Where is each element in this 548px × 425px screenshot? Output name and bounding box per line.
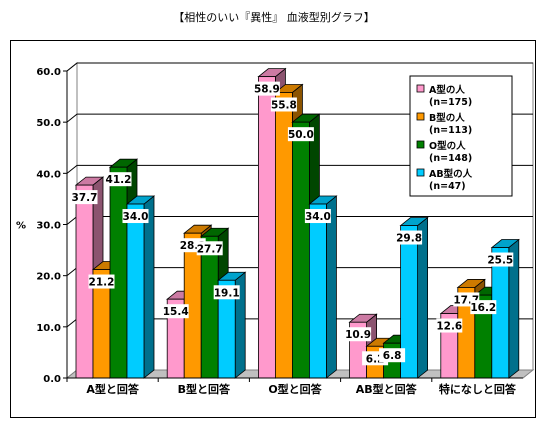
svg-text:34.0: 34.0 (123, 211, 149, 223)
legend-entry[interactable]: O型の人(n=148) (416, 140, 472, 164)
data-label: 25.5 (487, 252, 514, 267)
gridline (66, 113, 533, 123)
y-tick-label: 40.0 (36, 169, 61, 180)
svg-text:25.5: 25.5 (487, 255, 513, 267)
data-label: 19.1 (213, 285, 240, 300)
axes: 0.0 10.0 20.0 30.0 40.0 50.0 60.0% A型と回答 B型と回答 O型… (16, 67, 523, 396)
data-label: 16.2 (470, 300, 497, 315)
legend-series-name: A型の人 (429, 84, 465, 96)
x-tick-label: 特になしと回答 (439, 382, 517, 396)
data-label: 34.0 (304, 209, 331, 224)
y-tick-label: 20.0 (36, 272, 61, 283)
legend-entry[interactable]: AB型の人(n=47) (416, 168, 473, 192)
chart-frame: 0.0 10.0 20.0 30.0 40.0 50.0 60.0% A型と回答 B型と回答 O型… (10, 40, 536, 418)
bar-chart: 0.0 10.0 20.0 30.0 40.0 50.0 60.0% A型と回答 B型と回答 O型… (16, 61, 535, 396)
y-tick-label: 60.0 (36, 67, 61, 78)
y-tick-label: 30.0 (36, 221, 61, 232)
legend-series-n: (n=113) (429, 125, 472, 136)
data-label: 27.7 (196, 241, 223, 256)
data-label: 29.8 (396, 230, 423, 245)
data-label: 10.9 (345, 327, 372, 342)
legend-swatch (416, 140, 425, 149)
legend-series-name: AB型の人 (429, 168, 473, 180)
legend-series-n: (n=148) (429, 153, 472, 164)
data-label: 58.9 (253, 81, 280, 96)
data-label: 37.7 (71, 190, 98, 205)
legend[interactable]: A型の人(n=175)B型の人(n=113)O型の人(n=148)AB型の人(n… (409, 75, 513, 197)
svg-text:41.2: 41.2 (106, 174, 132, 186)
y-tick-label: 50.0 (36, 118, 61, 129)
y-tick-label: 10.0 (36, 323, 61, 334)
svg-text:55.8: 55.8 (271, 99, 297, 111)
legend-entry[interactable]: B型の人(n=113) (416, 112, 472, 136)
y-tick-label: 0.0 (43, 374, 61, 385)
svg-text:6.8: 6.8 (383, 350, 402, 362)
svg-text:15.4: 15.4 (163, 306, 189, 318)
bar (125, 195, 156, 379)
data-label: 21.2 (88, 274, 115, 289)
data-label: 50.0 (287, 127, 314, 142)
legend-series-n: (n=175) (429, 97, 472, 108)
data-label: 12.6 (436, 318, 463, 333)
legend-swatch (416, 84, 425, 93)
legend-series-n: (n=47) (429, 181, 466, 192)
legend-series-name: B型の人 (429, 112, 465, 124)
legend-entry[interactable]: A型の人(n=175) (416, 84, 472, 108)
legend-swatch (416, 112, 425, 121)
x-tick-label: A型と回答 (86, 382, 140, 396)
legend-swatch (416, 168, 425, 177)
bar (308, 195, 338, 379)
data-label: 41.2 (105, 172, 132, 187)
data-label: 55.8 (270, 97, 297, 112)
x-tick-label: AB型と回答 (356, 382, 418, 396)
x-tick-label: B型と回答 (178, 382, 231, 396)
svg-text:19.1: 19.1 (214, 287, 240, 299)
page-title: 【相性のいい『異性』 血液型別グラフ】 (173, 11, 375, 24)
legend-box (409, 75, 513, 197)
svg-text:27.7: 27.7 (197, 243, 223, 255)
legend-series-name: O型の人 (429, 140, 466, 152)
bar (399, 216, 429, 379)
svg-text:37.7: 37.7 (72, 192, 98, 204)
data-label: 15.4 (162, 304, 189, 319)
svg-text:21.2: 21.2 (89, 277, 115, 289)
x-tick-label: O型と回答 (268, 382, 322, 396)
data-labels: 37.721.241.234.015.428.327.719.158.955.8… (71, 81, 514, 366)
data-label: 34.0 (122, 209, 149, 224)
svg-text:34.0: 34.0 (305, 211, 331, 223)
svg-text:58.9: 58.9 (254, 84, 280, 96)
y-axis-label: % (16, 221, 26, 232)
gridline (66, 62, 533, 72)
svg-text:29.8: 29.8 (396, 233, 422, 245)
svg-text:10.9: 10.9 (345, 329, 371, 341)
svg-text:12.6: 12.6 (436, 321, 462, 333)
svg-text:16.2: 16.2 (470, 302, 496, 314)
svg-text:50.0: 50.0 (288, 129, 314, 141)
bar (490, 238, 520, 379)
gridline (66, 164, 533, 174)
data-label: 6.8 (379, 348, 406, 363)
